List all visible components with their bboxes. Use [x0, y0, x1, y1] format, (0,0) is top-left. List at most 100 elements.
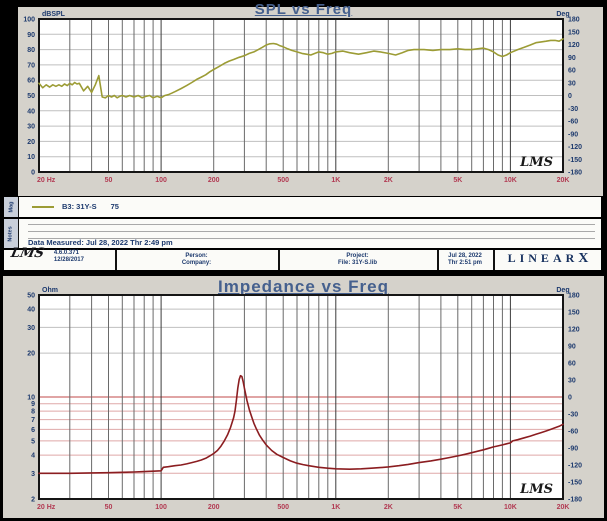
footer-date-cell: Jul 28, 2022 Thr 2:51 pm: [439, 250, 491, 270]
legend-series-entry: B3: 31Y-S 75: [62, 202, 119, 211]
svg-text:90: 90: [568, 55, 576, 62]
notes-ruled-line: [28, 224, 595, 225]
footer-company-label: Company:: [181, 260, 212, 266]
footer-date: Jul 28, 2022: [448, 253, 482, 259]
svg-text:-30: -30: [568, 412, 578, 419]
svg-text:150: 150: [568, 310, 580, 317]
notes-ruled-line: [28, 238, 595, 239]
footer-person-cell: Person: Company:: [117, 250, 276, 270]
legend-row: Mag B3: 31Y-S 75: [4, 197, 601, 217]
footer-file-label: File: 31Y-S.lib: [337, 260, 377, 266]
svg-text:80: 80: [27, 47, 35, 54]
svg-text:10: 10: [27, 395, 35, 402]
svg-text:100: 100: [155, 177, 167, 184]
impedance-chart-title: Impedance vs Freq: [217, 277, 389, 296]
svg-text:180: 180: [568, 293, 580, 300]
spl-chart-svg: 10090807060504030201001801501209060300-3…: [23, 11, 582, 184]
footer-person-label: Person:: [185, 253, 208, 259]
svg-text:100: 100: [155, 504, 167, 511]
svg-text:60: 60: [568, 68, 576, 75]
legend-series-value: 75: [110, 202, 119, 211]
svg-text:30: 30: [568, 378, 576, 385]
svg-text:20: 20: [27, 351, 35, 358]
svg-text:20 Hz: 20 Hz: [37, 504, 56, 511]
svg-text:1K: 1K: [331, 504, 340, 511]
svg-text:LMS: LMS: [519, 155, 553, 170]
footer-divider: [437, 250, 439, 270]
footer-info-row: LMS 4.6.0.371 12/28/2017 Person: Company…: [4, 246, 601, 270]
svg-text:40: 40: [27, 307, 35, 314]
svg-text:2: 2: [31, 497, 35, 504]
notes-side-label-cell: Notes: [4, 219, 19, 248]
linearx-logo: LINEAR: [507, 251, 579, 265]
svg-text:Deg: Deg: [556, 287, 569, 294]
svg-text:200: 200: [208, 177, 220, 184]
svg-text:120: 120: [568, 327, 580, 334]
svg-text:7: 7: [31, 417, 35, 424]
svg-text:20 Hz: 20 Hz: [37, 177, 56, 184]
legend-side-label: Mag: [8, 201, 14, 213]
footer-divider: [493, 250, 495, 270]
legend-series-name: B3: 31Y-S: [62, 202, 97, 211]
svg-text:-120: -120: [568, 144, 582, 151]
svg-text:60: 60: [27, 78, 35, 85]
footer-project-label: Project:: [346, 253, 369, 259]
svg-text:500: 500: [277, 504, 289, 511]
svg-text:5K: 5K: [453, 177, 462, 184]
svg-text:5: 5: [31, 438, 35, 445]
svg-text:180: 180: [568, 17, 580, 24]
footer-time: Thr 2:51 pm: [447, 260, 482, 266]
svg-text:LMS: LMS: [519, 482, 553, 497]
svg-text:50: 50: [27, 293, 35, 300]
svg-text:10K: 10K: [504, 504, 517, 511]
svg-text:dBSPL: dBSPL: [42, 11, 66, 18]
svg-text:90: 90: [568, 344, 576, 351]
svg-text:60: 60: [568, 361, 576, 368]
svg-text:3: 3: [31, 471, 35, 478]
svg-text:1K: 1K: [331, 177, 340, 184]
svg-text:-180: -180: [568, 170, 582, 177]
svg-text:-120: -120: [568, 463, 582, 470]
svg-text:30: 30: [27, 124, 35, 131]
svg-text:30: 30: [27, 325, 35, 332]
svg-text:4: 4: [31, 453, 35, 460]
footer-project-cell: Project: File: 31Y-S.lib: [280, 250, 435, 270]
footer-version: 4.6.0.371: [53, 250, 79, 256]
svg-text:Ohm: Ohm: [42, 287, 58, 294]
svg-text:-60: -60: [568, 119, 578, 126]
svg-text:20K: 20K: [557, 177, 570, 184]
svg-text:-30: -30: [568, 106, 578, 113]
svg-text:90: 90: [27, 32, 35, 39]
svg-text:-60: -60: [568, 429, 578, 436]
svg-text:50: 50: [105, 504, 113, 511]
svg-text:0: 0: [568, 395, 572, 402]
footer-version-date: 12/28/2017: [53, 257, 84, 263]
svg-text:-180: -180: [568, 497, 582, 504]
svg-text:50: 50: [105, 177, 113, 184]
svg-text:70: 70: [27, 62, 35, 69]
svg-text:9: 9: [31, 401, 35, 408]
svg-text:-90: -90: [568, 446, 578, 453]
svg-text:200: 200: [208, 504, 220, 511]
legend-series-swatch: [32, 206, 54, 208]
svg-text:-150: -150: [568, 480, 582, 487]
svg-text:150: 150: [568, 29, 580, 36]
legend-side-label-cell: Mag: [4, 197, 19, 217]
svg-text:2K: 2K: [384, 504, 393, 511]
lms-logo: LMS: [9, 246, 46, 261]
svg-text:0: 0: [568, 93, 572, 100]
notes-measured-text: Data Measured: Jul 28, 2022 Thr 2:49 pm: [28, 238, 173, 247]
linearx-logo-x: X: [578, 251, 589, 266]
notes-row: Notes Data Measured: Jul 28, 2022 Thr 2:…: [4, 219, 601, 248]
svg-text:0: 0: [31, 170, 35, 177]
svg-text:500: 500: [277, 177, 289, 184]
notes-side-label: Notes: [8, 225, 14, 242]
svg-text:10: 10: [27, 154, 35, 161]
spl-chart-title: SPL vs Freq: [254, 1, 353, 18]
footer-version-cell: LMS 4.6.0.371 12/28/2017: [4, 246, 115, 270]
svg-text:100: 100: [23, 17, 35, 24]
svg-text:10K: 10K: [504, 177, 517, 184]
svg-text:20K: 20K: [557, 504, 570, 511]
